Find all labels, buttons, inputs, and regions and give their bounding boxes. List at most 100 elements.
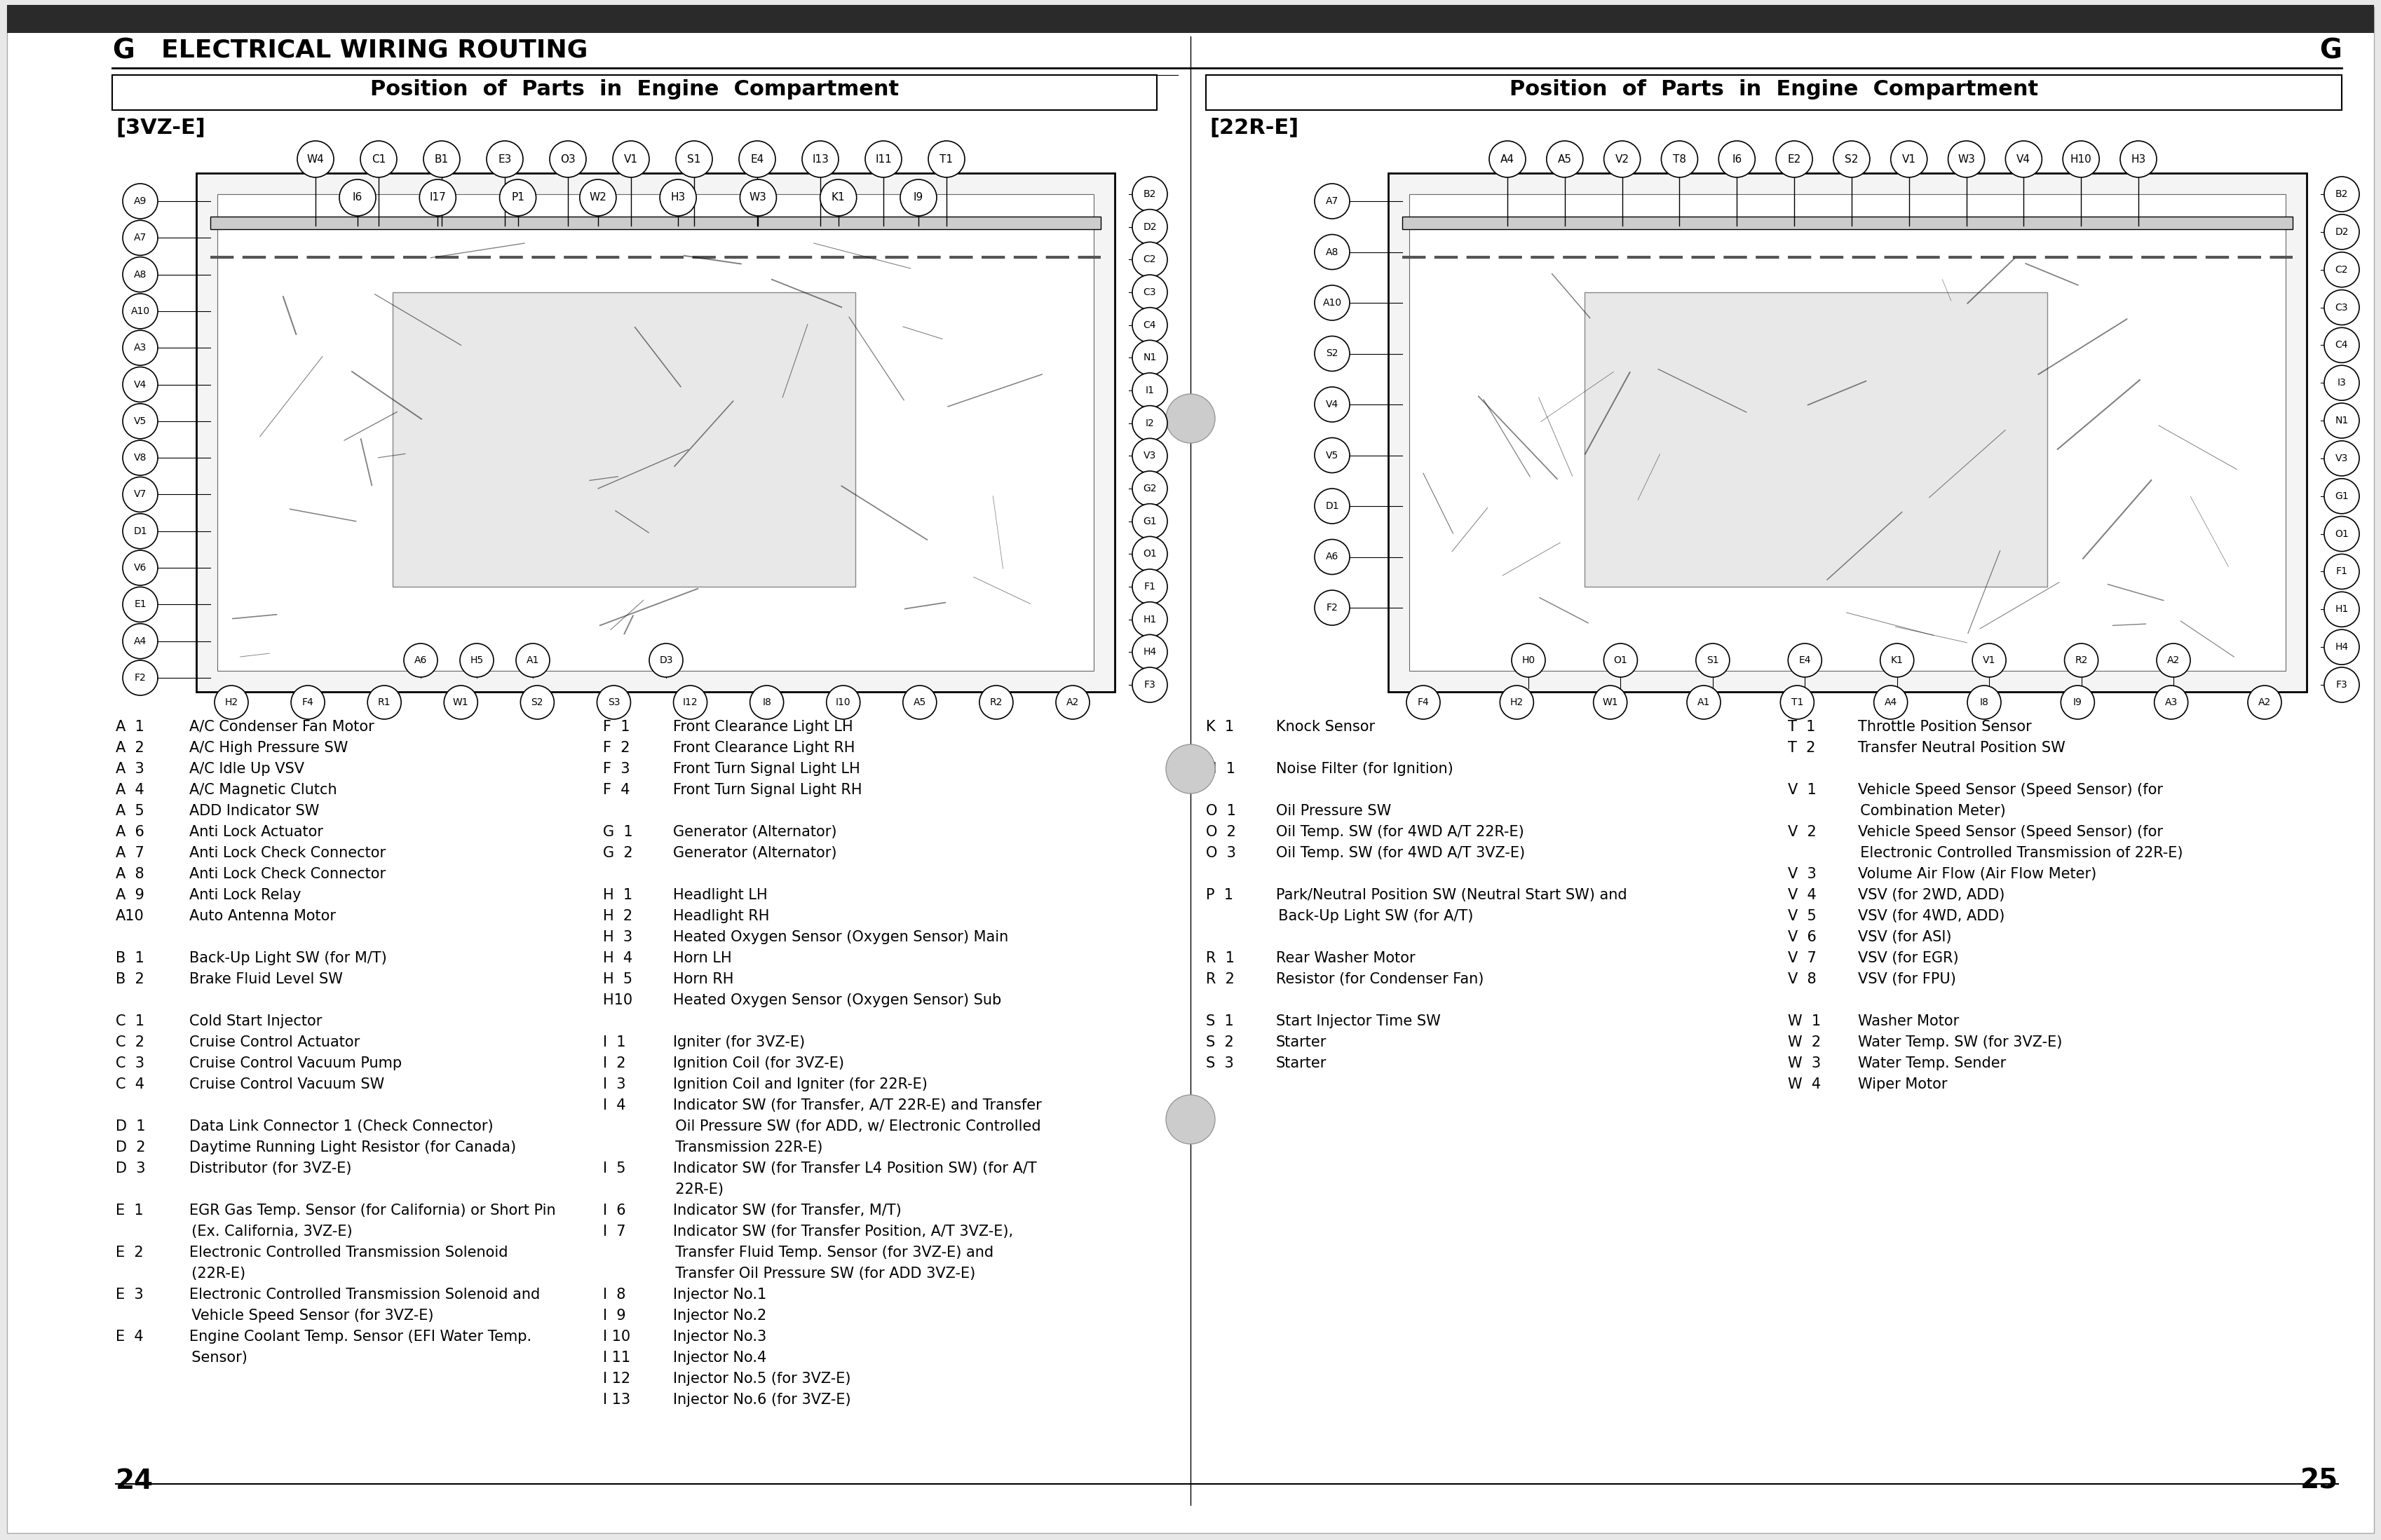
Text: Front Clearance Light LH: Front Clearance Light LH (674, 719, 852, 735)
Circle shape (2324, 177, 2360, 211)
Text: I12: I12 (683, 698, 698, 707)
Circle shape (2324, 403, 2360, 439)
Text: Oil Pressure SW (for ADD, w/ Electronic Controlled: Oil Pressure SW (for ADD, w/ Electronic … (667, 1120, 1040, 1133)
Text: A5: A5 (914, 698, 926, 707)
Circle shape (2324, 253, 2360, 286)
Circle shape (1133, 177, 1167, 211)
Text: 22R-E): 22R-E) (667, 1183, 724, 1197)
Text: G1: G1 (2336, 491, 2348, 500)
Text: I 12: I 12 (602, 1372, 631, 1386)
Text: H  5: H 5 (602, 972, 633, 986)
Circle shape (1314, 539, 1350, 574)
Text: V  2: V 2 (1788, 825, 1817, 839)
Text: Front Turn Signal Light LH: Front Turn Signal Light LH (674, 762, 860, 776)
Text: I 11: I 11 (602, 1351, 631, 1364)
Circle shape (2248, 685, 2281, 719)
Text: D2: D2 (1143, 222, 1157, 233)
Text: (Ex. California, 3VZ-E): (Ex. California, 3VZ-E) (183, 1224, 352, 1238)
Circle shape (1593, 685, 1626, 719)
Text: Injector No.5 (for 3VZ-E): Injector No.5 (for 3VZ-E) (674, 1372, 850, 1386)
Text: I8: I8 (1979, 698, 1988, 707)
Text: Headlight LH: Headlight LH (674, 889, 767, 902)
Text: A8: A8 (133, 270, 148, 279)
Circle shape (1314, 437, 1350, 473)
Circle shape (819, 180, 857, 216)
Text: Vehicle Speed Sensor (for 3VZ-E): Vehicle Speed Sensor (for 3VZ-E) (183, 1309, 433, 1323)
Text: I2: I2 (1145, 419, 1155, 428)
Text: C4: C4 (1143, 320, 1157, 330)
Circle shape (500, 180, 536, 216)
Text: I9: I9 (914, 192, 924, 203)
Text: W3: W3 (1957, 154, 1976, 165)
Text: O3: O3 (560, 154, 576, 165)
Text: Ignition Coil and Igniter (for 22R-E): Ignition Coil and Igniter (for 22R-E) (674, 1078, 929, 1092)
Text: F4: F4 (1417, 698, 1429, 707)
Text: Generator (Alternator): Generator (Alternator) (674, 825, 836, 839)
Text: D2: D2 (2336, 226, 2348, 237)
Text: H4: H4 (1143, 647, 1157, 658)
Text: H0: H0 (1521, 656, 1536, 665)
Text: I  6: I 6 (602, 1204, 626, 1218)
Text: Transfer Oil Pressure SW (for ADD 3VZ-E): Transfer Oil Pressure SW (for ADD 3VZ-E) (667, 1266, 976, 1281)
Text: Electronic Controlled Transmission of 22R-E): Electronic Controlled Transmission of 22… (1850, 845, 2183, 859)
Circle shape (612, 140, 650, 177)
Text: VSV (for 2WD, ADD): VSV (for 2WD, ADD) (1857, 889, 2005, 902)
Circle shape (1133, 274, 1167, 310)
Text: A2: A2 (2257, 698, 2271, 707)
Circle shape (674, 685, 707, 719)
Text: C  4: C 4 (117, 1078, 145, 1092)
Text: D  1: D 1 (117, 1120, 145, 1133)
Text: G1: G1 (1143, 516, 1157, 527)
Text: V3: V3 (1143, 451, 1157, 460)
Circle shape (1686, 685, 1721, 719)
Text: I3: I3 (2338, 377, 2345, 388)
Text: [3VZ-E]: [3VZ-E] (117, 117, 205, 137)
Text: Resistor (for Condenser Fan): Resistor (for Condenser Fan) (1276, 972, 1483, 986)
Circle shape (1133, 209, 1167, 245)
Text: I17: I17 (429, 192, 445, 203)
Text: I11: I11 (876, 154, 893, 165)
Text: Transfer Fluid Temp. Sensor (for 3VZ-E) and: Transfer Fluid Temp. Sensor (for 3VZ-E) … (667, 1246, 993, 1260)
Text: E  4: E 4 (117, 1329, 143, 1344)
Circle shape (124, 440, 157, 476)
Circle shape (290, 685, 324, 719)
Circle shape (124, 624, 157, 659)
Text: C  1: C 1 (117, 1015, 145, 1029)
Text: A8: A8 (1326, 246, 1338, 257)
Text: Headlight RH: Headlight RH (674, 909, 769, 922)
Bar (1402, 217, 2293, 229)
Circle shape (1605, 644, 1638, 678)
Text: O  3: O 3 (1205, 845, 1236, 859)
Bar (1410, 194, 2286, 671)
Circle shape (124, 587, 157, 622)
Text: F3: F3 (1143, 681, 1155, 690)
Text: V  8: V 8 (1788, 972, 1817, 986)
Circle shape (740, 180, 776, 216)
Text: Knock Sensor: Knock Sensor (1276, 719, 1374, 735)
Text: S2: S2 (1326, 348, 1338, 359)
Circle shape (2155, 685, 2188, 719)
Circle shape (1662, 140, 1698, 177)
Text: A3: A3 (2164, 698, 2179, 707)
Text: Transfer Neutral Position SW: Transfer Neutral Position SW (1857, 741, 2064, 755)
Text: Back-Up Light SW (for A/T): Back-Up Light SW (for A/T) (1269, 909, 1474, 922)
Circle shape (424, 140, 460, 177)
Circle shape (2324, 479, 2360, 514)
Circle shape (2324, 328, 2360, 362)
Text: C3: C3 (2336, 302, 2348, 313)
Circle shape (1788, 644, 1821, 678)
Text: VSV (for ASI): VSV (for ASI) (1857, 930, 1952, 944)
Circle shape (214, 685, 248, 719)
Text: Oil Temp. SW (for 4WD A/T 22R-E): Oil Temp. SW (for 4WD A/T 22R-E) (1276, 825, 1524, 839)
Text: V1: V1 (1983, 656, 1995, 665)
Text: I13: I13 (812, 154, 829, 165)
Text: W  2: W 2 (1788, 1035, 1821, 1049)
Text: O1: O1 (2336, 528, 2348, 539)
Circle shape (124, 367, 157, 402)
Circle shape (1133, 570, 1167, 604)
Text: A2: A2 (2167, 656, 2181, 665)
Text: A10: A10 (131, 306, 150, 316)
Text: Starter: Starter (1276, 1056, 1326, 1070)
Circle shape (738, 140, 776, 177)
Text: I  8: I 8 (602, 1287, 626, 1301)
